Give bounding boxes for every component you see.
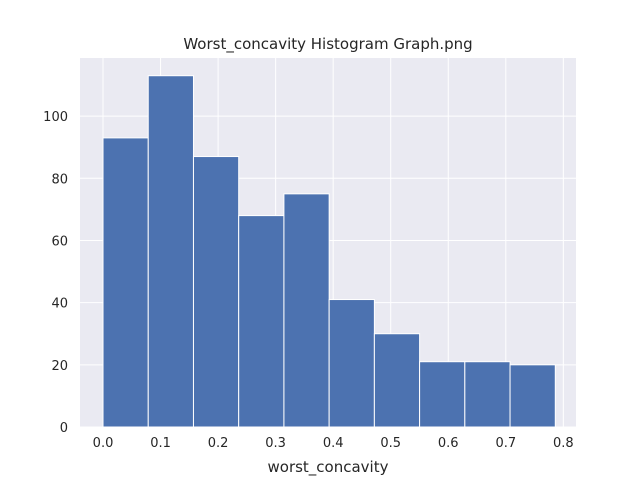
x-tick-label: 0.4 [323, 436, 344, 451]
x-axis-label: worst_concavity [268, 458, 389, 477]
y-tick-label: 20 [51, 359, 68, 374]
x-tick-label: 0.5 [380, 436, 401, 451]
x-tick-label: 0.1 [150, 436, 171, 451]
y-tick-label: 40 [51, 297, 68, 312]
chart-title: Worst_concavity Histogram Graph.png [183, 35, 472, 54]
x-tick-label: 0.0 [93, 436, 114, 451]
x-tick-label: 0.8 [553, 436, 574, 451]
y-axis-ticks: 0 20 40 60 80 100 [43, 110, 68, 436]
histogram-bar-8 [419, 361, 466, 428]
histogram-bar-10 [509, 364, 556, 428]
histogram-bar-2 [147, 75, 194, 428]
histogram-bar-9 [464, 361, 511, 428]
histogram-bar-6 [328, 299, 375, 428]
histogram-bar-1 [102, 137, 149, 428]
histogram-bar-7 [373, 333, 421, 428]
histogram-bar-5 [283, 193, 330, 428]
x-tick-label: 0.6 [438, 436, 459, 451]
histogram-bars [102, 75, 556, 428]
y-tick-label: 60 [51, 234, 68, 249]
x-tick-label: 0.7 [495, 436, 516, 451]
y-tick-label: 100 [43, 110, 68, 125]
y-tick-label: 80 [51, 172, 68, 187]
x-tick-label: 0.3 [265, 436, 286, 451]
x-axis-ticks: 0.0 0.1 0.2 0.3 0.4 0.5 0.6 0.7 0.8 [93, 436, 574, 451]
histogram-bar-3 [192, 156, 240, 428]
histogram-bar-4 [238, 215, 285, 428]
x-tick-label: 0.2 [208, 436, 229, 451]
y-tick-label: 0 [60, 421, 68, 436]
